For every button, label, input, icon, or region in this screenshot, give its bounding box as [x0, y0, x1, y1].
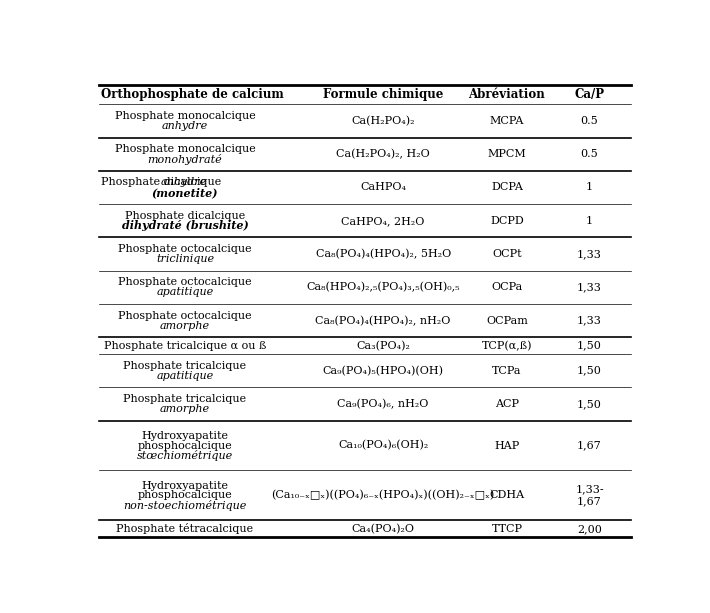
Text: stœchiométrique: stœchiométrique — [137, 450, 233, 461]
Text: 1,33: 1,33 — [577, 283, 602, 292]
Text: DCPA: DCPA — [491, 183, 523, 192]
Text: 2,00: 2,00 — [577, 524, 602, 534]
Text: Phosphate octocalcique: Phosphate octocalcique — [119, 278, 252, 287]
Text: anhydre: anhydre — [162, 121, 208, 131]
Text: 1,33-: 1,33- — [575, 484, 604, 494]
Text: OCPa: OCPa — [491, 283, 523, 292]
Text: Ca₉(PO₄)₅(HPO₄)(OH): Ca₉(PO₄)₅(HPO₄)(OH) — [322, 365, 444, 376]
Text: Phosphate dicalcique: Phosphate dicalcique — [125, 211, 245, 221]
Text: Ca₈(HPO₄)₂,₅(PO₄)₃,₅(OH)₀,₅: Ca₈(HPO₄)₂,₅(PO₄)₃,₅(OH)₀,₅ — [307, 282, 460, 292]
Text: 1,67: 1,67 — [577, 497, 602, 506]
Text: 0.5: 0.5 — [581, 149, 599, 159]
Text: OCPam: OCPam — [486, 316, 528, 326]
Text: Phosphate tétracalcique: Phosphate tétracalcique — [116, 524, 253, 535]
Text: dihydraté (brushite): dihydraté (brushite) — [121, 220, 248, 231]
Text: HAP: HAP — [494, 441, 520, 451]
Text: 1,33: 1,33 — [577, 316, 602, 326]
Text: 1,50: 1,50 — [577, 341, 602, 351]
Text: CaHPO₄: CaHPO₄ — [360, 183, 406, 192]
Text: (Ca₁₀₋ₓ□ₓ)((PO₄)₆₋ₓ(HPO₄)ₓ)((OH)₂₋ₓ□ₓ): (Ca₁₀₋ₓ□ₓ)((PO₄)₆₋ₓ(HPO₄)ₓ)((OH)₂₋ₓ□ₓ) — [271, 490, 495, 501]
Text: ACP: ACP — [495, 399, 519, 409]
Text: Phosphate octocalcique: Phosphate octocalcique — [119, 244, 252, 254]
Text: OCPt: OCPt — [492, 249, 522, 259]
Text: Hydroxyapatite: Hydroxyapatite — [141, 430, 229, 441]
Text: Ca₃(PO₄)₂: Ca₃(PO₄)₂ — [356, 340, 410, 351]
Text: Phosphate tricalcique: Phosphate tricalcique — [124, 360, 246, 371]
Text: TCPa: TCPa — [492, 365, 522, 376]
Text: DCPD: DCPD — [490, 216, 524, 226]
Text: Phosphate tricalcique α ou ß: Phosphate tricalcique α ou ß — [104, 341, 266, 351]
Text: anhydre: anhydre — [161, 177, 207, 187]
Text: Formule chimique: Formule chimique — [323, 88, 443, 101]
Text: 0.5: 0.5 — [581, 116, 599, 126]
Text: non-stoechiométrique: non-stoechiométrique — [124, 500, 247, 511]
Text: Phosphate monocalcique: Phosphate monocalcique — [115, 144, 256, 154]
Text: TTCP: TTCP — [491, 524, 523, 534]
Text: Ca(H₂PO₄)₂, H₂O: Ca(H₂PO₄)₂, H₂O — [337, 149, 430, 159]
Text: triclinique: triclinique — [156, 254, 214, 264]
Text: Ca₈(PO₄)₄(HPO₄)₂, 5H₂O: Ca₈(PO₄)₄(HPO₄)₂, 5H₂O — [315, 249, 451, 259]
Text: Phosphate monocalcique: Phosphate monocalcique — [115, 111, 256, 121]
Text: (monetite): (monetite) — [152, 188, 218, 199]
Text: 1,50: 1,50 — [577, 365, 602, 376]
Text: MPCM: MPCM — [488, 149, 526, 159]
Text: Phosphate dicalcique: Phosphate dicalcique — [101, 177, 224, 187]
Text: monohydraté: monohydraté — [148, 154, 222, 165]
Text: 1,67: 1,67 — [577, 441, 602, 451]
Text: 1: 1 — [586, 183, 593, 192]
Text: Ca₁₀(PO₄)₆(OH)₂: Ca₁₀(PO₄)₆(OH)₂ — [338, 440, 428, 451]
Text: apatitique: apatitique — [156, 287, 214, 297]
Text: phosphocalcique: phosphocalcique — [138, 490, 232, 500]
Text: CaHPO₄, 2H₂O: CaHPO₄, 2H₂O — [342, 216, 425, 226]
Text: Phosphate tricalcique: Phosphate tricalcique — [124, 394, 246, 404]
Text: TCP(α,ß): TCP(α,ß) — [481, 340, 532, 351]
Text: phosphocalcique: phosphocalcique — [138, 441, 232, 451]
Text: 1: 1 — [586, 216, 593, 226]
Text: 1,33: 1,33 — [577, 249, 602, 259]
Text: MCPA: MCPA — [490, 116, 524, 126]
Text: 1,50: 1,50 — [577, 399, 602, 409]
Text: apatitique: apatitique — [156, 370, 214, 381]
Text: CDHA: CDHA — [489, 490, 525, 500]
Text: Orthophosphate de calcium: Orthophosphate de calcium — [102, 88, 284, 101]
Text: Abréviation: Abréviation — [469, 88, 545, 101]
Text: Ca/P: Ca/P — [574, 88, 604, 101]
Text: amorphe: amorphe — [160, 404, 210, 414]
Text: Ca(H₂PO₄)₂: Ca(H₂PO₄)₂ — [351, 116, 415, 126]
Text: amorphe: amorphe — [160, 321, 210, 330]
Text: Hydroxyapatite: Hydroxyapatite — [141, 481, 229, 490]
Text: Ca₈(PO₄)₄(HPO₄)₂, nH₂O: Ca₈(PO₄)₄(HPO₄)₂, nH₂O — [315, 316, 451, 326]
Text: Ca₉(PO₄)₆, nH₂O: Ca₉(PO₄)₆, nH₂O — [337, 398, 429, 409]
Text: Ca₄(PO₄)₂O: Ca₄(PO₄)₂O — [351, 524, 415, 534]
Text: Phosphate octocalcique: Phosphate octocalcique — [119, 311, 252, 321]
